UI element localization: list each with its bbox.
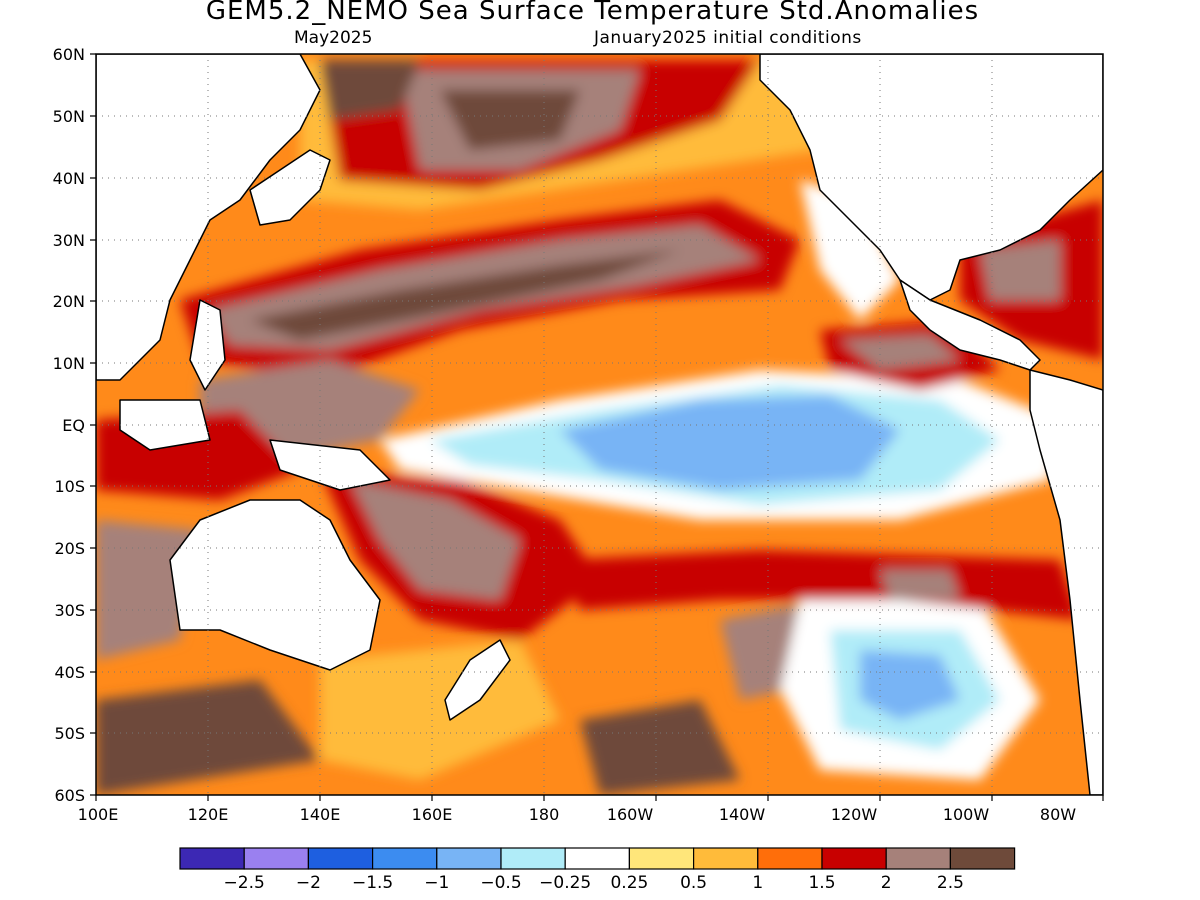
lat-label: 10N [53,354,85,373]
colorbar-label: 0.5 [680,873,707,893]
lon-ticks [95,795,1104,801]
lat-label: 30N [53,231,85,250]
lon-label: 100W [943,805,990,824]
lat-label: EQ [62,416,85,435]
map-title: GEM5.2_NEMO Sea Surface Temperature Std.… [205,0,980,26]
colorbar-swatch [885,847,952,870]
lon-label: 140E [300,805,341,824]
lat-label: 30S [54,601,85,620]
anomaly-field [96,54,1103,795]
lon-label: 100E [78,805,119,824]
colorbar-swatch [564,847,631,870]
colorbar-swatch [757,847,823,870]
colorbar-label: 0.25 [610,873,648,893]
colorbar-label: 1 [752,873,763,893]
colorbar-swatch [243,847,309,870]
lat-label: 20N [53,292,85,311]
colorbar-swatch [949,847,1016,870]
lat-label: 40N [53,169,85,188]
lat-label: 60N [53,45,85,64]
colorbar-label: −1.5 [352,873,393,893]
colorbar-label: 1.5 [808,873,835,893]
lat-label: 50S [54,724,85,743]
colorbar-swatch [307,847,374,870]
colorbar-label: −0.25 [539,873,591,893]
land-masses [96,54,1103,795]
lat-label: 40S [54,663,85,682]
lon-label: 160E [412,805,453,824]
lat-label: 50N [53,107,85,126]
forecast-month: May2025 [294,28,373,48]
colorbar-swatch [436,847,502,870]
colorbar-label: −2 [296,873,321,893]
colorbar-label: −1 [424,873,449,893]
initial-conditions: January2025 initial conditions [594,28,862,48]
lat-label: 10S [54,477,85,496]
lon-label: 140W [719,805,766,824]
lon-label: 80W [1040,805,1076,824]
lon-label: 120W [831,805,878,824]
colorbar-swatch [628,847,695,870]
colorbar-swatch [500,847,566,870]
lat-ticks [90,53,96,796]
lat-label: 60S [54,786,85,805]
colorbar-swatch [372,847,438,870]
colorbar-label: 2.5 [937,873,964,893]
lat-label: 20S [54,539,85,558]
lon-label: 120E [188,805,229,824]
lon-label: 180 [529,805,560,824]
colorbar-swatch [692,847,759,870]
colorbar-swatch [179,847,245,870]
colorbar-label: −2.5 [224,873,265,893]
colorbar-label: −0.5 [480,873,521,893]
colorbar-swatch [821,847,887,870]
lon-label: 160W [607,805,654,824]
colorbar-label: 2 [881,873,892,893]
colorbar [179,847,1016,870]
